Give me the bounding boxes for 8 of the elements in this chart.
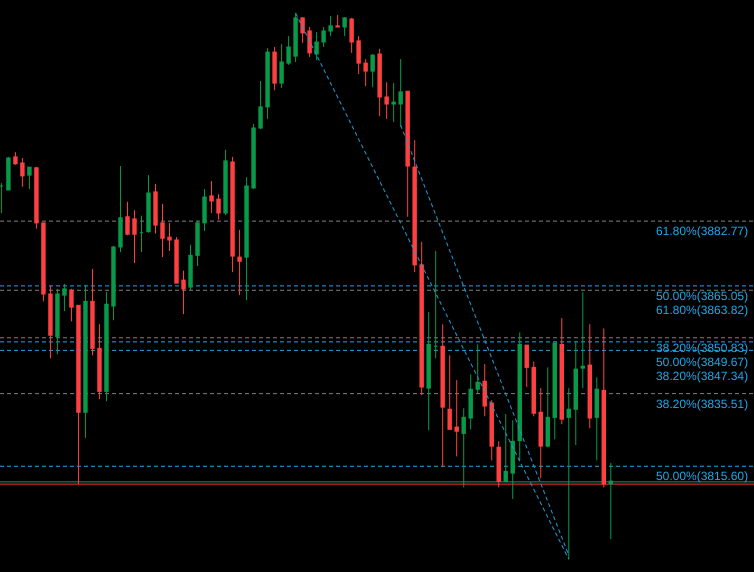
ref-line-label: 38.20%(3850.83)	[656, 341, 748, 355]
ref-line-label: 38.20%(3847.34)	[656, 369, 748, 383]
ref-line-label: 61.80%(3882.77)	[656, 224, 748, 238]
ref-line-label: 50.00%(3849.67)	[656, 355, 748, 369]
ref-line-label: 50.00%(3865.05)	[656, 289, 748, 303]
ref-line-label: 50.00%(3815.60)	[656, 469, 748, 483]
ref-line-label: 61.80%(3863.82)	[656, 303, 748, 317]
ref-line-label: 38.20%(3835.51)	[656, 397, 748, 411]
